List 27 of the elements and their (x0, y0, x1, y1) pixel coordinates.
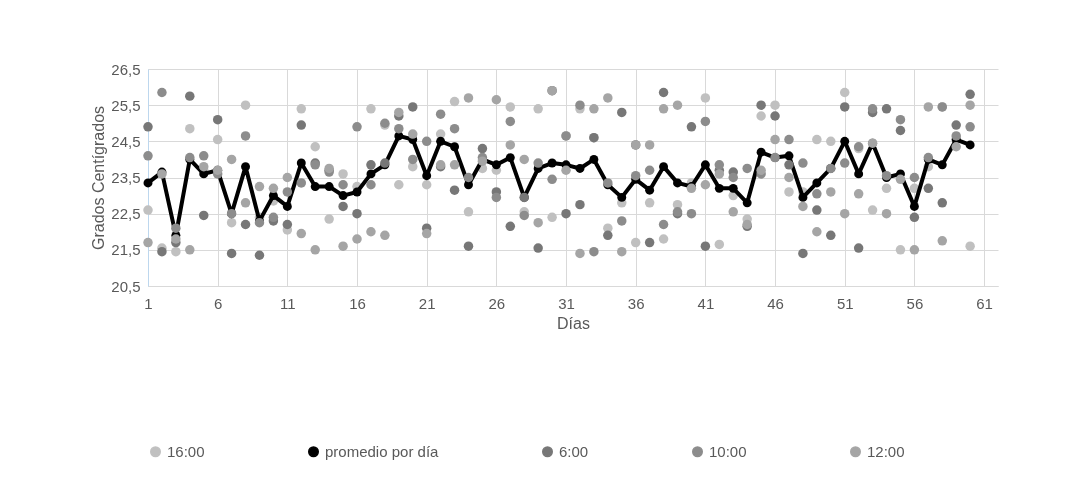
y-tick-label: 20,5 (111, 277, 141, 295)
x-tick-label: 46 (767, 294, 784, 312)
x-tick-label: 6 (214, 294, 223, 312)
legend-label: 16:00 (167, 442, 205, 460)
y-tick-label: 24,5 (111, 132, 141, 150)
legend-label: promedio por día (325, 442, 440, 460)
legend-label: 12:00 (867, 442, 905, 460)
x-tick-label: 56 (906, 294, 924, 312)
x-axis-title: Días (557, 314, 590, 332)
y-tick-label: 25,5 (111, 96, 141, 114)
x-tick-label: 1 (144, 294, 153, 312)
y-tick-label: 22,5 (111, 205, 141, 223)
y-tick-label: 26,5 (111, 60, 141, 78)
x-tick-label: 16 (349, 294, 366, 312)
y-tick-label: 23,5 (111, 169, 141, 186)
x-tick-label: 11 (280, 294, 296, 312)
y-tick-label: 21,5 (111, 241, 141, 259)
x-tick-label: 21 (418, 294, 436, 312)
legend-label: 6:00 (559, 442, 589, 460)
x-tick-label: 51 (836, 294, 854, 312)
y-axis-title: Grados Centígrados (90, 105, 108, 251)
x-tick-label: 26 (488, 294, 506, 312)
x-tick-label: 31 (558, 294, 575, 312)
legend-label: 10:00 (709, 442, 747, 460)
x-tick-label: 36 (627, 294, 645, 312)
x-tick-label: 61 (976, 294, 993, 312)
x-tick-label: 41 (697, 294, 715, 312)
